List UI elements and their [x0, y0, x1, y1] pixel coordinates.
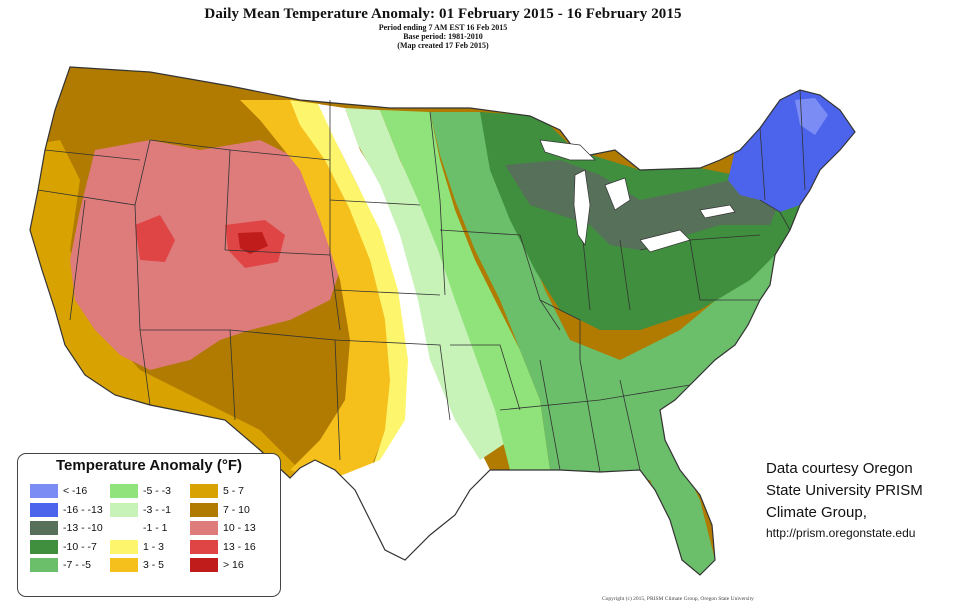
credit-line-3: Climate Group, — [766, 504, 867, 521]
legend-swatch — [30, 521, 58, 536]
legend-label: 3 - 5 — [143, 559, 165, 572]
legend-item: -3 - -1 — [110, 501, 190, 520]
anomaly-band-3-5 — [240, 100, 395, 480]
anomaly-band-minus13-minus10 — [505, 160, 780, 250]
legend-item: -1 - 1 — [110, 519, 190, 538]
great-lakes — [539, 139, 736, 253]
legend-swatch — [110, 539, 138, 554]
legend-label: -3 - -1 — [143, 503, 172, 516]
legend-item: < -16 — [30, 482, 110, 501]
base-period-text: Base period: 1981-2010 — [403, 32, 483, 41]
legend-label: -5 - -3 — [143, 485, 172, 498]
map-title: Daily Mean Temperature Anomaly: 01 Febru… — [204, 6, 682, 22]
legend-item: > 16 — [190, 556, 270, 575]
anomaly-band-minus16-minus13 — [728, 90, 855, 212]
period-text: Period ending 7 AM EST 16 Feb 2015 — [378, 23, 508, 32]
anomaly-band-minus7-minus5 — [430, 112, 810, 575]
legend-item: -16 - -13 — [30, 501, 110, 520]
legend-swatch — [190, 502, 218, 517]
legend-swatch — [30, 502, 58, 517]
legend-title: Temperature Anomaly (°F) — [55, 457, 243, 474]
copyright-text: Copyright (c) 2015, PRISM Climate Group,… — [602, 596, 754, 602]
legend-swatch — [110, 558, 138, 573]
legend-grid: < -16 -5 - -3 5 - 7 -16 - -13 -3 - -1 7 - 10 -… — [30, 482, 270, 575]
legend-label: < -16 — [63, 485, 88, 498]
state-boundaries — [29, 66, 856, 576]
legend-label: > 16 — [223, 559, 244, 572]
legend-swatch — [190, 558, 218, 573]
legend-swatch — [30, 539, 58, 554]
anomaly-band-minus1-1 — [318, 104, 490, 560]
anomaly-band-13-16 — [135, 215, 175, 262]
legend: Temperature Anomaly (°F) < -16 -5 - -3 5 -… — [17, 453, 281, 597]
anomaly-band-under-16 — [795, 98, 828, 135]
legend-swatch — [30, 558, 58, 573]
legend-item: -7 - -5 — [30, 556, 110, 575]
legend-swatch — [190, 484, 218, 499]
legend-label: -1 - 1 — [143, 522, 168, 535]
legend-label: -10 - -7 — [63, 540, 97, 553]
legend-item: 13 - 16 — [190, 538, 270, 557]
legend-label: 7 - 10 — [223, 503, 250, 516]
anomaly-band-minus3-minus1 — [345, 108, 510, 460]
legend-label: -16 - -13 — [63, 503, 103, 516]
legend-label: 5 - 7 — [223, 485, 245, 498]
legend-swatch — [110, 484, 138, 499]
legend-label: -7 - -5 — [63, 559, 92, 572]
legend-swatch — [110, 502, 138, 517]
legend-swatch — [190, 521, 218, 536]
legend-item: 10 - 13 — [190, 519, 270, 538]
map-header: Daily Mean Temperature Anomaly: 01 Febru… — [0, 6, 886, 50]
legend-item: 5 - 7 — [190, 482, 270, 501]
credit-line-1: Data courtesy Oregon — [766, 460, 913, 477]
legend-item: 3 - 5 — [110, 556, 190, 575]
credit-url: http://prism.oregonstate.edu — [766, 526, 916, 540]
legend-label: 13 - 16 — [223, 540, 256, 553]
credit-line-2: State University PRISM — [766, 482, 923, 499]
legend-item: -10 - -7 — [30, 538, 110, 557]
anomaly-band-minus5-minus3 — [380, 110, 550, 470]
legend-item: -13 - -10 — [30, 519, 110, 538]
legend-item: 7 - 10 — [190, 501, 270, 520]
legend-item: -5 - -3 — [110, 482, 190, 501]
legend-label: 10 - 13 — [223, 522, 256, 535]
data-credit: Data courtesy Oregon State University PR… — [766, 458, 923, 542]
legend-label: -13 - -10 — [63, 522, 103, 535]
anomaly-band-over-16 — [238, 232, 268, 254]
legend-label: 1 - 3 — [143, 540, 165, 553]
legend-swatch — [30, 484, 58, 499]
map-created-text: (Map created 17 Feb 2015) — [397, 41, 489, 50]
legend-item: 1 - 3 — [110, 538, 190, 557]
legend-swatch — [110, 521, 138, 536]
anomaly-band-10-13 — [70, 140, 345, 370]
legend-swatch — [190, 539, 218, 554]
